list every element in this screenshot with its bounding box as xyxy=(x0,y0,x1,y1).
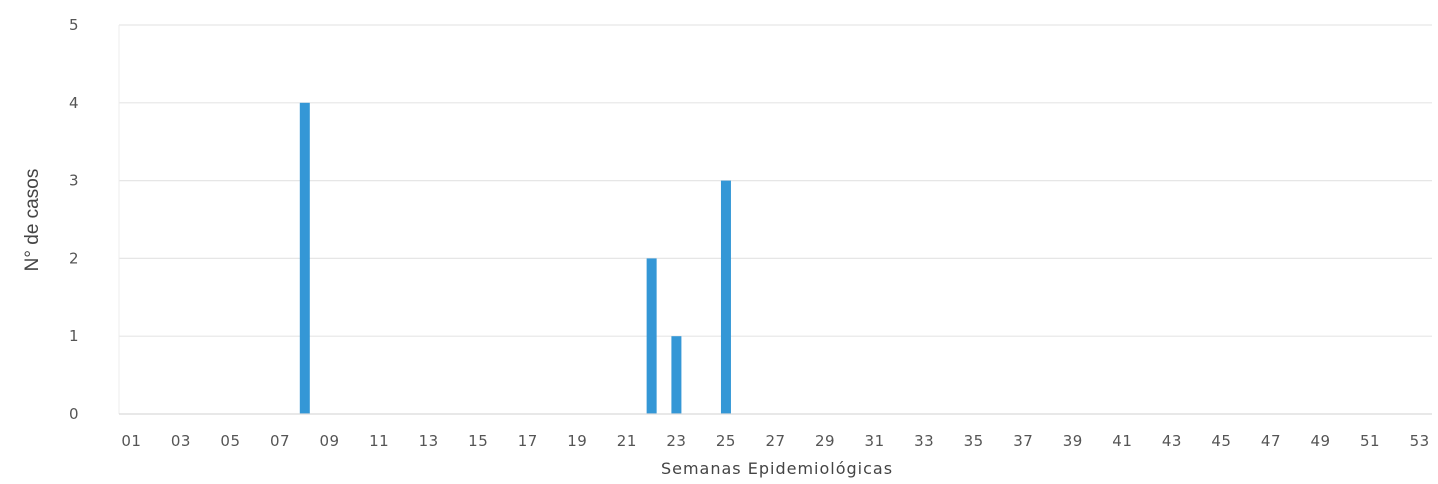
y-tick-label: 2 xyxy=(69,249,79,267)
y-tick-label: 5 xyxy=(69,16,79,34)
y-tick-label: 4 xyxy=(69,94,79,112)
y-axis-title: N° de casos xyxy=(22,169,43,272)
x-tick-label: 25 xyxy=(716,432,736,450)
x-tick-label: 19 xyxy=(567,432,587,450)
bar-week-25 xyxy=(720,180,731,414)
bar-week-08 xyxy=(299,102,310,415)
x-tick-label: 03 xyxy=(171,432,191,450)
x-axis-ticks: 01 03 05 07 09 11 13 15 17 19 21 23 25 27 29 31 33 35 37 39… xyxy=(121,432,1429,450)
x-tick-label: 37 xyxy=(1013,432,1033,450)
y-tick-label: 0 xyxy=(69,405,79,423)
x-tick-label: 07 xyxy=(270,432,290,450)
bar-week-23 xyxy=(671,336,682,414)
gridlines xyxy=(118,24,1432,414)
x-tick-label: 39 xyxy=(1063,432,1083,450)
x-tick-label: 41 xyxy=(1112,432,1132,450)
x-tick-label: 53 xyxy=(1410,432,1430,450)
x-tick-label: 13 xyxy=(419,432,439,450)
x-tick-label: 35 xyxy=(964,432,984,450)
x-tick-label: 31 xyxy=(865,432,885,450)
x-tick-label: 05 xyxy=(220,432,240,450)
x-tick-label: 43 xyxy=(1162,432,1182,450)
x-tick-label: 49 xyxy=(1310,432,1330,450)
x-tick-label: 29 xyxy=(815,432,835,450)
bars xyxy=(299,102,731,415)
x-tick-label: 17 xyxy=(518,432,538,450)
x-tick-label: 01 xyxy=(121,432,141,450)
y-tick-label: 3 xyxy=(69,172,79,190)
y-axis-ticks: 0 1 2 3 4 5 xyxy=(69,16,79,423)
y-tick-label: 1 xyxy=(69,327,79,345)
x-tick-label: 09 xyxy=(320,432,340,450)
x-tick-label: 27 xyxy=(765,432,785,450)
x-tick-label: 15 xyxy=(468,432,488,450)
x-tick-label: 21 xyxy=(617,432,637,450)
x-tick-label: 33 xyxy=(914,432,934,450)
x-tick-label: 51 xyxy=(1360,432,1380,450)
x-tick-label: 47 xyxy=(1261,432,1281,450)
x-tick-label: 23 xyxy=(666,432,686,450)
x-axis-title: Semanas Epidemiológicas xyxy=(661,459,893,478)
bar-week-22 xyxy=(646,258,657,414)
x-tick-label: 11 xyxy=(369,432,389,450)
x-tick-label: 45 xyxy=(1211,432,1231,450)
